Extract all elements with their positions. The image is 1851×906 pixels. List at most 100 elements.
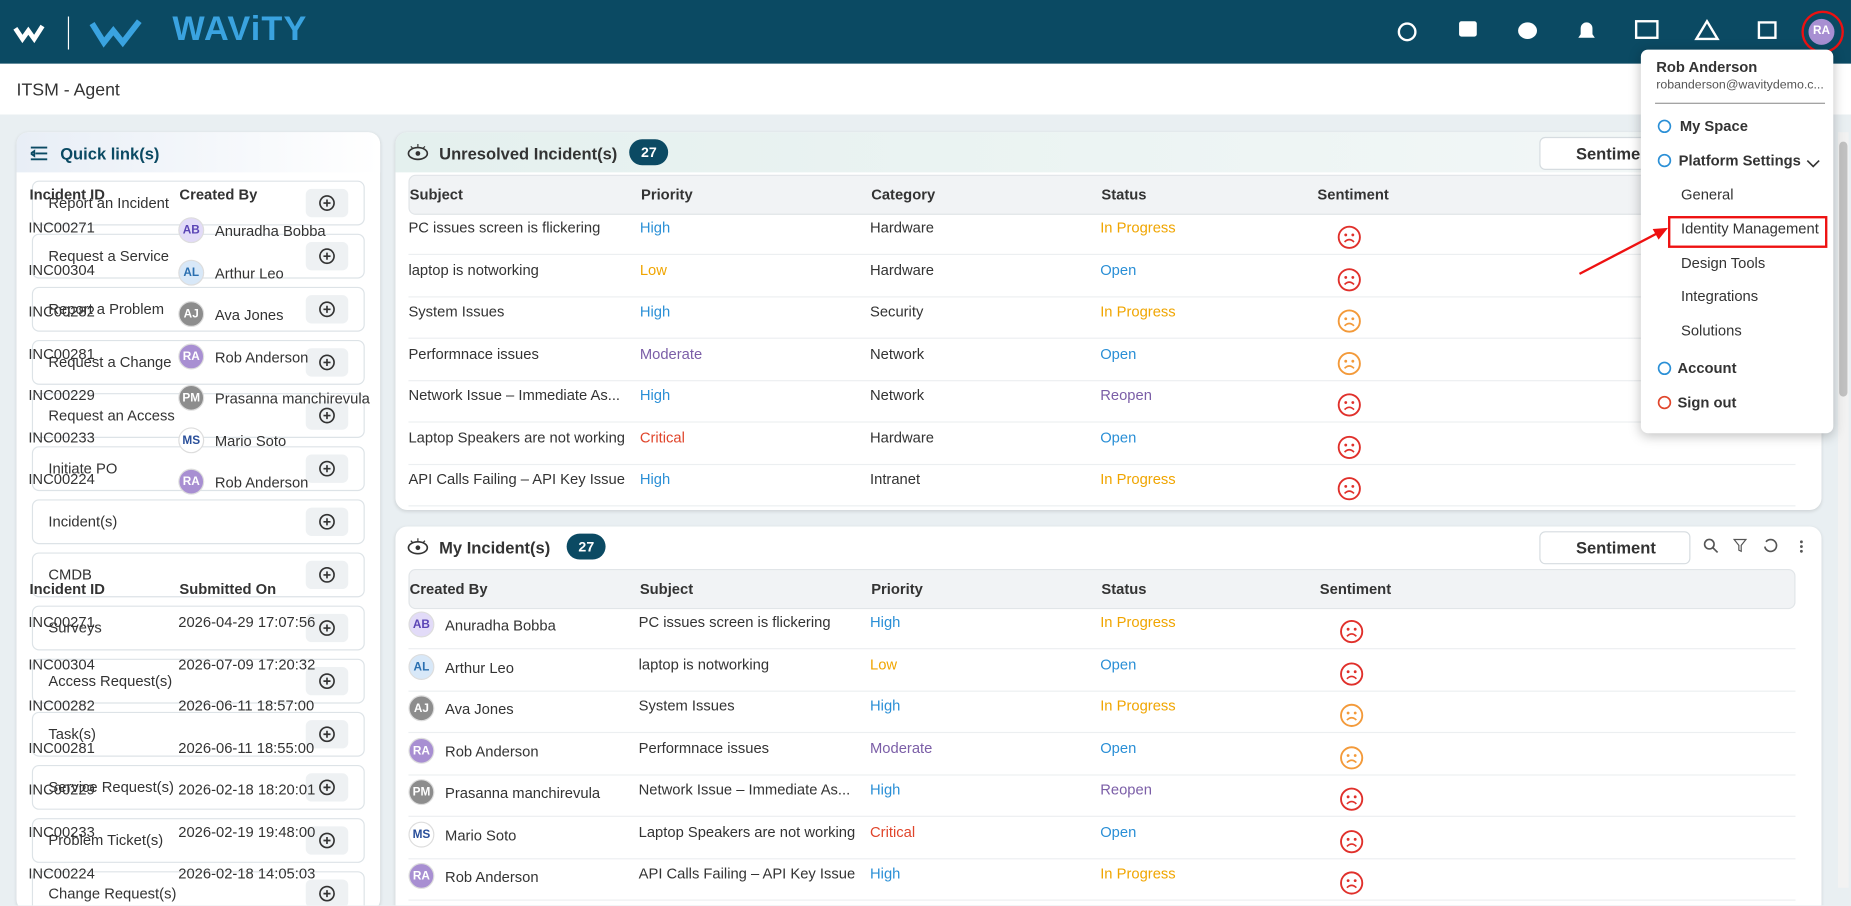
table-row[interactable]: INC00281 2026-06-11 18:55:00 RA Rob Anderso…	[28, 732, 1796, 775]
table-row[interactable]: INC00229 2026-02-18 18:20:01 PM Prasanna ma…	[28, 774, 1796, 817]
table-row[interactable]: INC00229 PM Prasanna manchirevula Network I…	[28, 380, 1796, 423]
cell-submitted: 2026-04-29 17:07:56	[178, 613, 316, 631]
sentiment-icon	[1339, 786, 1365, 816]
quick-link[interactable]: Task(s)	[31, 711, 365, 757]
quick-link-button[interactable]	[305, 295, 349, 324]
cell-subject: Laptop Speakers are not working	[408, 429, 626, 446]
menu-item[interactable]: My Space	[1679, 118, 1748, 135]
quick-link-button[interactable]	[305, 826, 349, 855]
quick-link-label: Initiate PO	[48, 460, 118, 477]
table-row[interactable]: INC00271 AB Anuradha Bobba PC issues screen…	[28, 212, 1796, 255]
table-row[interactable]: INC00282 AJ Ava Jones System Issues High Secu…	[28, 296, 1796, 339]
quick-link-label: Surveys	[48, 619, 102, 637]
cell-status: In Progress	[1100, 697, 1176, 715]
quick-link[interactable]: Surveys	[31, 605, 365, 651]
quick-link-button[interactable]	[305, 773, 349, 802]
quick-link[interactable]: Problem Ticket(s)	[31, 818, 365, 863]
sentiment-icon	[1336, 434, 1362, 464]
chevron[interactable]	[1806, 156, 1820, 173]
logo-text: WAViTY	[172, 10, 308, 49]
quick-link-button[interactable]	[305, 560, 349, 590]
quick-link-button[interactable]	[305, 720, 349, 749]
menu-item[interactable]: Identity Management	[1681, 220, 1819, 238]
avatar: PM	[178, 384, 205, 411]
table-row[interactable]: INC00233 MS Mario Soto Laptop Speakers are …	[28, 422, 1796, 465]
table-row[interactable]: INC00224 2026-02-18 14:05:03 RA Rob Anderso…	[28, 858, 1796, 901]
toolbar-icons[interactable]	[1703, 538, 1809, 558]
cell-priority: Low	[870, 655, 898, 673]
quick-link-button[interactable]	[305, 188, 349, 218]
sentiment-select-label: Sentiment	[1575, 538, 1656, 558]
page-title: ITSM - Agent	[16, 80, 120, 101]
menu-item[interactable]: Account	[1677, 360, 1737, 377]
quick-link[interactable]: Initiate PO	[31, 446, 365, 492]
avatar: AJ	[178, 301, 205, 327]
table-row[interactable]: INC00304 AL Arthur Leo laptop is notworking…	[28, 254, 1796, 297]
quick-link[interactable]: Service Request(s)	[31, 764, 365, 810]
quick-link[interactable]: Access Request(s)	[31, 658, 365, 704]
quick-link-button[interactable]	[305, 241, 349, 271]
cell-subject: PC issues screen is flickering	[408, 219, 601, 237]
menu-icon	[1656, 394, 1673, 414]
cell-category: Hardware	[870, 219, 934, 237]
cell-priority: High	[639, 471, 671, 488]
user-menu: Rob Anderson robanderson@wavitydemo.c...…	[1640, 49, 1834, 434]
quick-link-label: Task(s)	[48, 725, 96, 743]
sentiment-select[interactable]: Sentiment	[1539, 531, 1691, 565]
table-row[interactable]: INC00233 2026-02-19 19:48:00 MS Mario Soto L…	[28, 816, 1796, 859]
panel-title: My Incident(s)	[439, 538, 551, 558]
quick-link-label: Service Request(s)	[48, 779, 174, 796]
panel-title: Quick link(s)	[60, 144, 160, 163]
menu-item[interactable]: Integrations	[1681, 288, 1759, 305]
created-by: Mario Soto	[445, 826, 517, 844]
table-row[interactable]: INC00282 2026-06-11 18:57:00 AJ Ava Jones Sy…	[28, 691, 1796, 734]
scroll-thumb[interactable]	[1839, 141, 1848, 397]
quick-link-button[interactable]	[305, 348, 349, 377]
cell-id: INC00229	[28, 781, 95, 799]
menu-item[interactable]: General	[1681, 186, 1734, 204]
toolbar-icons[interactable]	[1393, 17, 1794, 50]
quick-link-button[interactable]	[305, 401, 349, 430]
menu-item[interactable]: Platform Settings	[1678, 152, 1801, 169]
menu-item[interactable]: Solutions	[1681, 322, 1742, 339]
menu-item[interactable]: Sign out	[1677, 394, 1737, 411]
quick-link-button[interactable]	[305, 613, 349, 643]
sentiment-icon	[1339, 660, 1365, 690]
quick-link[interactable]: CMDB	[31, 552, 365, 598]
annotation-circle	[1801, 10, 1844, 54]
quick-link-button[interactable]	[305, 879, 349, 906]
quick-link[interactable]: Report an Incident	[31, 180, 365, 226]
quick-link-label: Change Request(s)	[48, 885, 177, 902]
quick-link-label: CMDB	[48, 566, 92, 584]
table-header: Incident ID Created By Subject Priority Cate…	[30, 174, 1796, 215]
cell-priority: High	[870, 697, 901, 715]
cell-id: INC00224	[28, 865, 95, 882]
table-row[interactable]: INC00304 2026-07-09 17:20:32 AL Arthur Leo l…	[28, 649, 1796, 692]
quick-link-button[interactable]	[305, 507, 349, 536]
cell-priority: Critical	[639, 429, 685, 446]
cell-id: INC00271	[28, 219, 95, 237]
quick-link-button[interactable]	[305, 666, 349, 696]
table-row[interactable]: INC00281 RA Rob Anderson Performnace issues…	[28, 338, 1796, 381]
sentiment-icon	[1336, 350, 1362, 380]
quick-link[interactable]: Request an Access	[31, 393, 365, 438]
quick-link[interactable]: Incident(s)	[31, 499, 365, 545]
menu-icon[interactable]	[30, 145, 50, 162]
cell-id: INC00229	[28, 387, 95, 404]
quick-link-button[interactable]	[305, 454, 349, 483]
table-row[interactable]: INC00271 2026-04-29 17:07:56 AB Anuradha Bo…	[28, 607, 1796, 650]
menu-icon	[1656, 118, 1673, 138]
created-by: Prasanna manchirevula	[445, 785, 601, 802]
table-row[interactable]: INC00224 RA Rob Anderson API Calls Failing …	[28, 464, 1796, 507]
count-badge: 27	[629, 139, 669, 166]
avatar: RA	[178, 468, 205, 495]
scrollbar[interactable]	[1838, 132, 1849, 888]
quick-link-label: Incident(s)	[48, 513, 118, 531]
quick-link[interactable]: Change Request(s)	[31, 871, 365, 906]
cell-priority: High	[870, 613, 901, 631]
menu-item[interactable]: Design Tools	[1681, 254, 1766, 272]
column-header: Created By	[409, 580, 488, 598]
cell-status: In Progress	[1100, 471, 1176, 488]
cell-subject: Laptop Speakers are not working	[638, 823, 856, 840]
unresolved-panel: Unresolved Incident(s) 27 Sentiment Inciden…	[28, 132, 1822, 510]
